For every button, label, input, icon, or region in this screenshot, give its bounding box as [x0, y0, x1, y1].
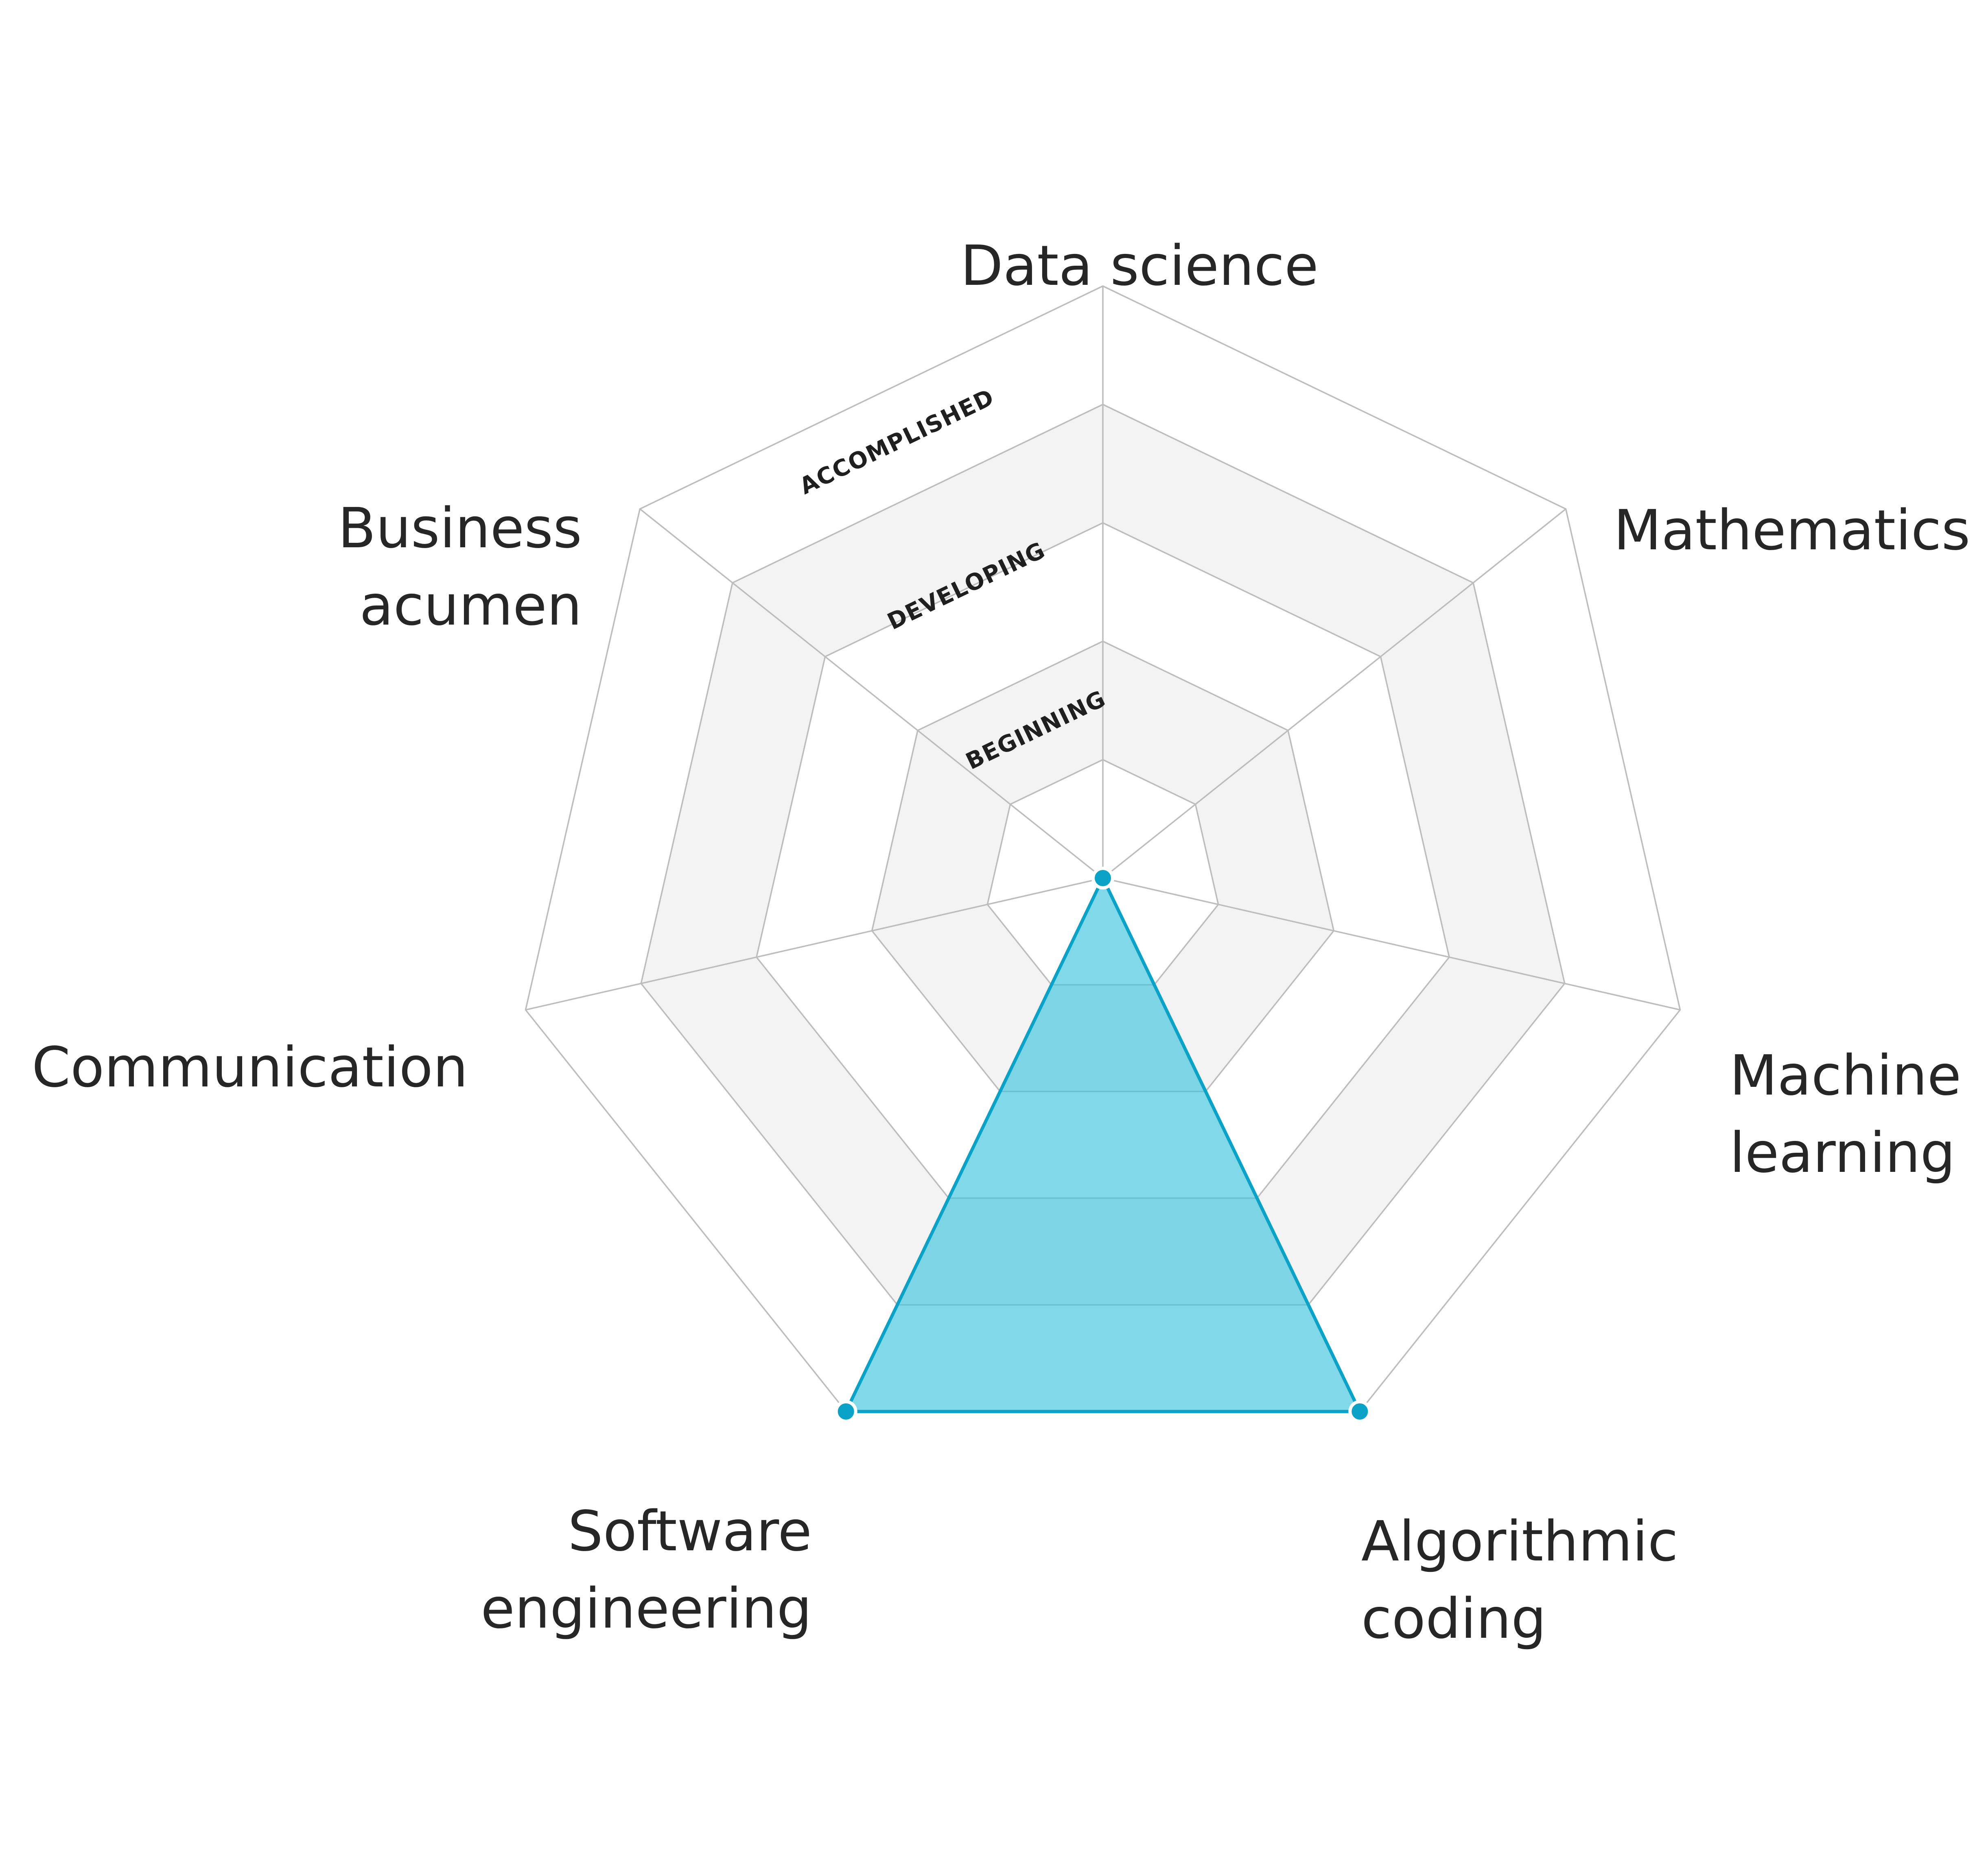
level-band-1 — [872, 641, 1334, 1092]
axis-label-line: engineering — [481, 1577, 812, 1641]
axis-spoke-7 — [639, 508, 1104, 879]
axis-label-line: Software — [568, 1499, 812, 1564]
axis-spoke-3 — [1102, 877, 1680, 1011]
axis-label-line: Algorithmic — [1361, 1510, 1678, 1574]
axis-label-line: coding — [1361, 1587, 1546, 1651]
axis-label-5: Software engineering — [481, 1499, 812, 1641]
axis-label-line: Machine — [1730, 1044, 1961, 1108]
data-series — [834, 867, 1371, 1423]
axis-label-line: Business — [338, 496, 582, 561]
axis-labels: Data science Mathematics Machine learning Al… — [32, 234, 1970, 1651]
axis-label-line: Data science — [960, 234, 1319, 298]
data-point-4 — [1348, 1400, 1371, 1423]
axis-label-line: acumen — [359, 574, 582, 638]
level-bands — [641, 404, 1565, 1305]
axis-label-line: Communication — [32, 1036, 468, 1100]
axis-label-line: learning — [1730, 1121, 1955, 1185]
axis-label-1: Data science — [960, 234, 1319, 298]
axis-spoke-2 — [1102, 508, 1566, 879]
axis-label-2: Mathematics — [1614, 498, 1970, 563]
axis-label-4: Algorithmic coding — [1361, 1510, 1678, 1651]
axis-label-7: Business acumen — [338, 496, 582, 638]
level-band-2 — [641, 404, 1565, 1305]
data-area — [844, 876, 1362, 1413]
axis-label-3: Machine learning — [1730, 1044, 1961, 1185]
axis-label-6: Communication — [32, 1036, 468, 1100]
axis-label-line: Mathematics — [1614, 498, 1970, 563]
data-point-5 — [834, 1400, 857, 1423]
axis-spoke-6 — [525, 877, 1103, 1011]
data-point-1 — [1091, 867, 1114, 889]
